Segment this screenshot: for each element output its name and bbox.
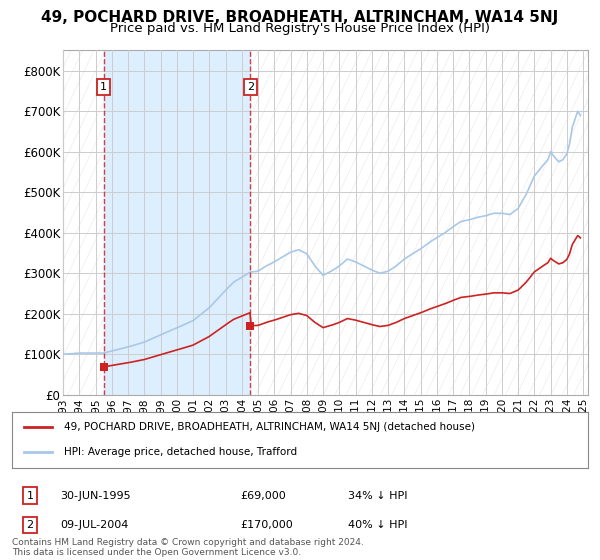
Text: 1: 1 bbox=[100, 82, 107, 92]
Text: Contains HM Land Registry data © Crown copyright and database right 2024.
This d: Contains HM Land Registry data © Crown c… bbox=[12, 538, 364, 557]
Text: HPI: Average price, detached house, Trafford: HPI: Average price, detached house, Traf… bbox=[64, 447, 297, 457]
Text: £69,000: £69,000 bbox=[240, 491, 286, 501]
Text: 40% ↓ HPI: 40% ↓ HPI bbox=[348, 520, 407, 530]
Text: 2: 2 bbox=[26, 520, 34, 530]
Text: 09-JUL-2004: 09-JUL-2004 bbox=[60, 520, 128, 530]
Text: Price paid vs. HM Land Registry's House Price Index (HPI): Price paid vs. HM Land Registry's House … bbox=[110, 22, 490, 35]
Text: 30-JUN-1995: 30-JUN-1995 bbox=[60, 491, 131, 501]
Text: 49, POCHARD DRIVE, BROADHEATH, ALTRINCHAM, WA14 5NJ: 49, POCHARD DRIVE, BROADHEATH, ALTRINCHA… bbox=[41, 10, 559, 25]
Text: 34% ↓ HPI: 34% ↓ HPI bbox=[348, 491, 407, 501]
Text: 2: 2 bbox=[247, 82, 254, 92]
Text: £170,000: £170,000 bbox=[240, 520, 293, 530]
Bar bbox=[104, 50, 250, 395]
Text: 49, POCHARD DRIVE, BROADHEATH, ALTRINCHAM, WA14 5NJ (detached house): 49, POCHARD DRIVE, BROADHEATH, ALTRINCHA… bbox=[64, 422, 475, 432]
Text: 1: 1 bbox=[26, 491, 34, 501]
